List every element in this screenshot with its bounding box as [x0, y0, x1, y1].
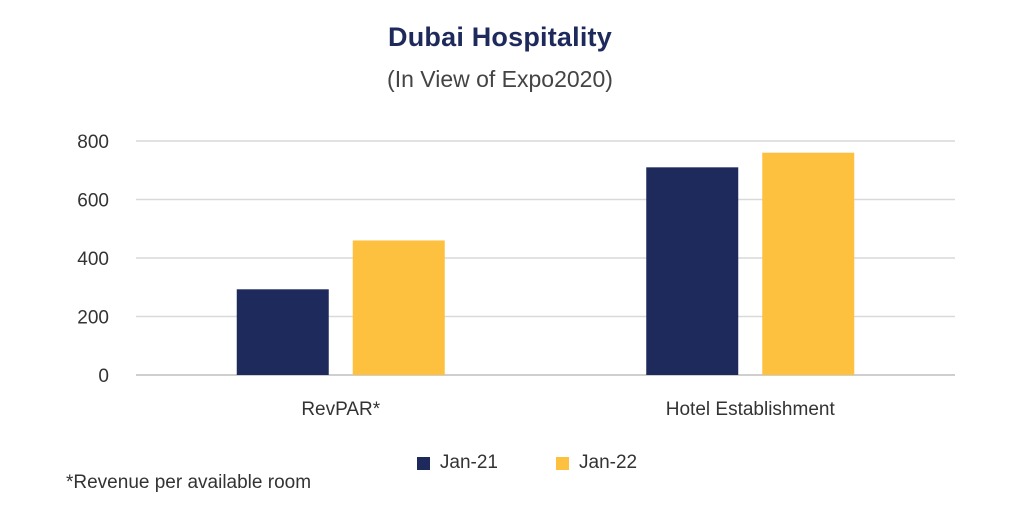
legend-label-jan-22: Jan-22	[579, 452, 638, 473]
chart-subtitle: (In View of Expo2020)	[387, 66, 613, 92]
y-tick-label: 800	[77, 132, 109, 153]
chart-title: Dubai Hospitality	[388, 22, 612, 52]
legend-item-jan-22: Jan-22	[556, 452, 637, 474]
chart-legend: Jan-21 Jan-22	[0, 452, 1024, 474]
legend-swatch-jan-21	[416, 456, 430, 470]
bar-jan-21-0	[236, 289, 329, 375]
x-category-label: RevPAR*	[301, 399, 380, 420]
x-category-label: Hotel Establishment	[666, 399, 836, 420]
bar-jan-21-1	[646, 167, 739, 375]
bar-jan-22-1	[762, 152, 855, 375]
legend-item-jan-21: Jan-21	[416, 452, 498, 474]
y-tick-label: 0	[98, 366, 109, 387]
y-tick-label: 600	[77, 191, 109, 212]
bar-jan-22-0	[352, 240, 445, 375]
legend-swatch-jan-22	[556, 456, 569, 470]
legend-label-jan-21: Jan-21	[439, 452, 498, 473]
y-tick-label: 400	[77, 249, 109, 270]
y-tick-label: 200	[77, 308, 109, 329]
footnote: *Revenue per available room	[66, 472, 312, 493]
